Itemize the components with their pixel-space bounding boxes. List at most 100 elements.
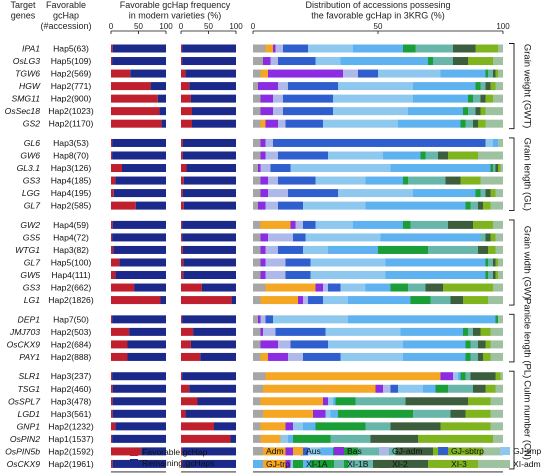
segment-gj-sbtrp <box>283 107 333 116</box>
tick-label: 0 <box>179 22 184 31</box>
geng-favorable-bar <box>111 201 136 210</box>
segment-xi-1a <box>468 94 473 103</box>
segment-xi-1b <box>408 283 426 292</box>
xian-favorable-bar <box>181 271 184 280</box>
segment-bas <box>260 151 266 160</box>
segment-xi-1a <box>463 327 468 336</box>
xian-remaining-bar <box>189 82 236 91</box>
segment-xi-1b <box>348 459 373 468</box>
bracket-line <box>509 370 515 470</box>
segment-xi-adm <box>495 384 503 393</box>
legend-swatch <box>130 459 138 467</box>
segment-adm <box>253 384 263 393</box>
gene-row: OsSPL7 Hap3(478) <box>8 396 503 406</box>
segment-xi-adm <box>490 327 503 336</box>
legend-bas: Bas <box>334 446 362 456</box>
segment-xi-3 <box>473 220 493 229</box>
hap-label: Hap2(888) <box>51 352 92 362</box>
segment-xi-1b <box>413 409 451 418</box>
bracket-line <box>509 137 515 212</box>
geng-favorable-bar <box>111 327 130 336</box>
gene-row: HGW Hap2(771) <box>19 81 503 91</box>
geng-remaining-bar <box>112 384 166 393</box>
segment-gj-tmp <box>378 69 441 78</box>
segment-xi-1b <box>488 69 493 78</box>
geng-remaining-bar <box>150 82 166 91</box>
segment-xi-adm <box>485 107 503 116</box>
segment-xi-1b <box>470 340 478 349</box>
legend-xi-1b: XI-1B <box>334 459 369 469</box>
segment-gj-adm <box>265 271 286 280</box>
xian-favorable-bar <box>181 245 183 254</box>
xian-remaining-bar <box>182 220 236 229</box>
segment-xi-adm <box>480 176 503 185</box>
geng-favorable-bar <box>111 352 128 361</box>
segment-xi-2 <box>495 164 498 173</box>
segment-xi-adm <box>498 69 503 78</box>
geng-remaining-bar <box>112 44 166 53</box>
segment-aus <box>260 422 286 431</box>
segment-xi-1b <box>465 372 471 381</box>
geng-favorable-bar <box>111 69 131 78</box>
legend-label: GJ-tmp <box>513 446 541 456</box>
segment-gj-trp <box>440 69 486 78</box>
segment-xi-adm <box>495 82 503 91</box>
segment-xi-2 <box>478 352 483 361</box>
segment-adm <box>253 57 263 66</box>
legend-xi-adm: XI-adm <box>500 459 541 469</box>
xian-favorable-bar <box>181 372 183 381</box>
segment-xi-1b <box>410 220 448 229</box>
gene-label: IPA1 <box>22 44 40 54</box>
hap-label: Hap2(585) <box>51 201 92 211</box>
geng-favorable-bar <box>111 220 113 229</box>
geng-remaining-bar <box>113 189 166 198</box>
hap-label: Hap2(460) <box>51 384 92 394</box>
geng-remaining-bar <box>112 57 166 66</box>
segment-xi-3 <box>443 283 493 292</box>
xian-favorable-bar <box>181 189 183 198</box>
geng-favorable-bar <box>111 57 113 66</box>
segment-xi-1a <box>490 164 493 173</box>
gene-row: GL7 Hap5(100) <box>24 257 503 267</box>
segment-xi-3 <box>485 94 493 103</box>
segment-xi-1a <box>403 176 408 185</box>
hap-label: Hap3(126) <box>51 163 92 173</box>
segment-xi-2 <box>480 94 486 103</box>
segment-xi-adm <box>495 245 503 254</box>
tick-label: 50 <box>204 22 213 31</box>
xian-remaining-bar <box>182 315 236 324</box>
gene-label: DEP1 <box>18 314 41 324</box>
segment-gj-trp <box>353 44 403 53</box>
segment-aus <box>260 397 323 406</box>
segment-gj-trp <box>365 283 391 292</box>
segment-gj-tmp <box>338 189 413 198</box>
segment-xi-1b <box>470 352 478 361</box>
segment-gj-trp <box>390 164 491 173</box>
segment-xi-1b <box>468 327 473 336</box>
xian-remaining-bar <box>231 296 236 305</box>
segment-xi-adm <box>478 151 503 160</box>
hap-label: Hap7(50) <box>53 314 89 324</box>
segment-aus <box>260 447 286 456</box>
xian-remaining-bar <box>182 57 236 66</box>
header-favorable-gchap-line-2: gcHap <box>53 11 79 21</box>
segment-xi-1a <box>460 119 466 128</box>
geng-remaining-bar <box>115 271 166 280</box>
segment-xi-3 <box>480 107 486 116</box>
geng-remaining-bar <box>127 340 166 349</box>
segment-xi-1a <box>485 271 488 280</box>
segment-gj-trp <box>423 384 436 393</box>
gene-row: SMG11 Hap2(900) <box>12 94 503 104</box>
segment-adm <box>253 258 261 267</box>
axes: 050100050100050100Geng/japonicaXian/indi… <box>109 22 510 473</box>
header-favorable-gchap-line-1: Favorable <box>46 0 86 10</box>
xian-remaining-bar <box>189 384 236 393</box>
xian-favorable-bar <box>181 233 183 242</box>
hap-label: Hap5(100) <box>51 257 92 267</box>
segment-gj-sbtrp <box>390 384 398 393</box>
segment-xi-1a <box>460 372 466 381</box>
segment-gj-trp <box>303 459 311 468</box>
gene-label: HGW <box>19 81 41 91</box>
hap-label: Hap4(59) <box>53 220 89 230</box>
segment-gj-trp <box>398 119 461 128</box>
